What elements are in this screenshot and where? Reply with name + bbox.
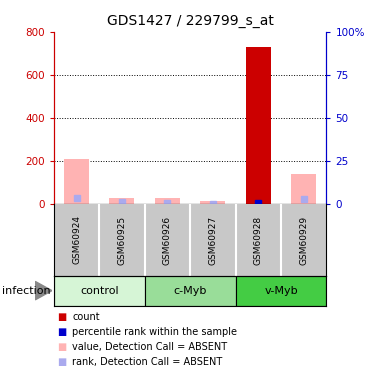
Text: control: control: [80, 286, 119, 296]
Text: ■: ■: [58, 357, 67, 367]
Text: GSM60925: GSM60925: [118, 215, 127, 265]
Text: percentile rank within the sample: percentile rank within the sample: [72, 327, 237, 337]
Text: ■: ■: [58, 342, 67, 352]
Text: GSM60926: GSM60926: [163, 215, 172, 265]
Text: ■: ■: [58, 327, 67, 337]
Bar: [109, 198, 134, 204]
Bar: [291, 174, 316, 204]
Text: c-Myb: c-Myb: [174, 286, 207, 296]
Bar: [145, 276, 236, 306]
Text: GSM60924: GSM60924: [72, 216, 81, 264]
Text: count: count: [72, 312, 100, 322]
Title: GDS1427 / 229799_s_at: GDS1427 / 229799_s_at: [107, 14, 273, 28]
Text: GSM60929: GSM60929: [299, 215, 308, 265]
Bar: [155, 198, 180, 204]
Bar: [64, 159, 89, 204]
Bar: [246, 47, 271, 204]
Bar: [200, 201, 225, 204]
Polygon shape: [35, 281, 52, 300]
Text: GSM60928: GSM60928: [254, 215, 263, 265]
Bar: [54, 276, 145, 306]
Text: ■: ■: [58, 312, 67, 322]
Text: v-Myb: v-Myb: [264, 286, 298, 296]
Text: rank, Detection Call = ABSENT: rank, Detection Call = ABSENT: [72, 357, 223, 367]
Text: value, Detection Call = ABSENT: value, Detection Call = ABSENT: [72, 342, 227, 352]
Bar: [236, 276, 326, 306]
Text: GSM60927: GSM60927: [209, 215, 217, 265]
Text: infection: infection: [2, 286, 50, 296]
